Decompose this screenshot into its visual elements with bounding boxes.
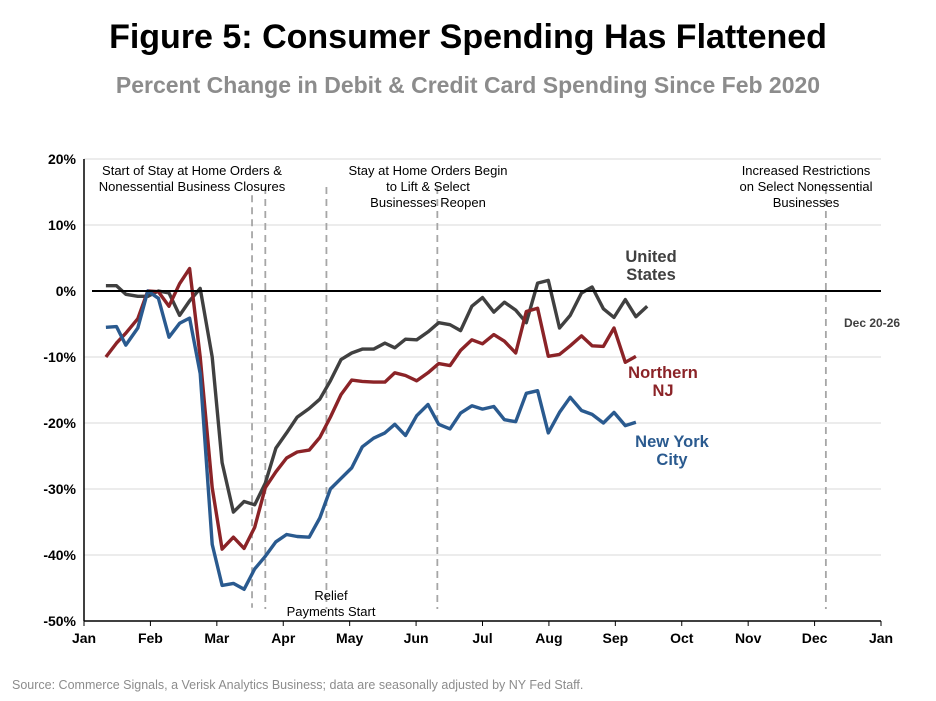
x-tick-label: Apr bbox=[271, 630, 296, 646]
event-annotation: Start of Stay at Home Orders & Nonessenti… bbox=[99, 163, 286, 194]
y-tick-label: -40% bbox=[43, 547, 76, 563]
y-tick-label: 20% bbox=[48, 151, 77, 167]
series-line bbox=[105, 278, 649, 514]
x-tick-label: Aug bbox=[535, 630, 562, 646]
gridlines bbox=[84, 158, 881, 556]
series-label: New York City bbox=[635, 433, 709, 469]
series-line bbox=[104, 266, 637, 551]
series-lines bbox=[104, 266, 649, 591]
y-tick-label: 10% bbox=[48, 217, 77, 233]
x-tick-label: Jul bbox=[472, 630, 492, 646]
x-tick-label: Dec bbox=[802, 630, 828, 646]
event-annotation: Stay at Home Orders Begin to Lift & Selec… bbox=[349, 163, 508, 210]
y-tick-label: -20% bbox=[43, 415, 76, 431]
source-note: Source: Commerce Signals, a Verisk Analy… bbox=[12, 678, 584, 692]
y-tick-label: 0% bbox=[56, 283, 77, 299]
event-annotation: Increased Restrictions on Select Nonessen… bbox=[740, 163, 873, 210]
x-tick-label: Jun bbox=[404, 630, 429, 646]
x-tick-label: Sep bbox=[602, 630, 628, 646]
chart-title: Figure 5: Consumer Spending Has Flattene… bbox=[109, 18, 827, 56]
y-tick-label: -10% bbox=[43, 349, 76, 365]
y-tick-label: -50% bbox=[43, 613, 76, 629]
y-tick-label: -30% bbox=[43, 481, 76, 497]
x-tick-label: May bbox=[336, 630, 363, 646]
series-label: Northern NJ bbox=[628, 364, 698, 400]
axes: 20%10%0%-10%-20%-30%-40%-50%Jan Feb Mar Apr… bbox=[43, 151, 893, 646]
series-line bbox=[105, 289, 637, 591]
x-tick-label: Oct bbox=[670, 630, 694, 646]
x-tick-label: Feb bbox=[138, 630, 163, 646]
event-markers bbox=[251, 187, 827, 609]
end-date-label: Dec 20-26 bbox=[844, 316, 900, 330]
x-tick-label: Jan bbox=[869, 630, 893, 646]
x-tick-label: Nov bbox=[735, 630, 762, 646]
event-annotation: Relief Payments Start bbox=[287, 588, 376, 619]
chart-labels: Start of Stay at Home Orders & Nonessenti… bbox=[99, 163, 901, 619]
chart-subtitle: Percent Change in Debit & Credit Card Sp… bbox=[115, 72, 821, 98]
series-label: United States bbox=[625, 248, 676, 284]
x-tick-label: Jan bbox=[72, 630, 96, 646]
x-tick-label: Mar bbox=[204, 630, 229, 646]
